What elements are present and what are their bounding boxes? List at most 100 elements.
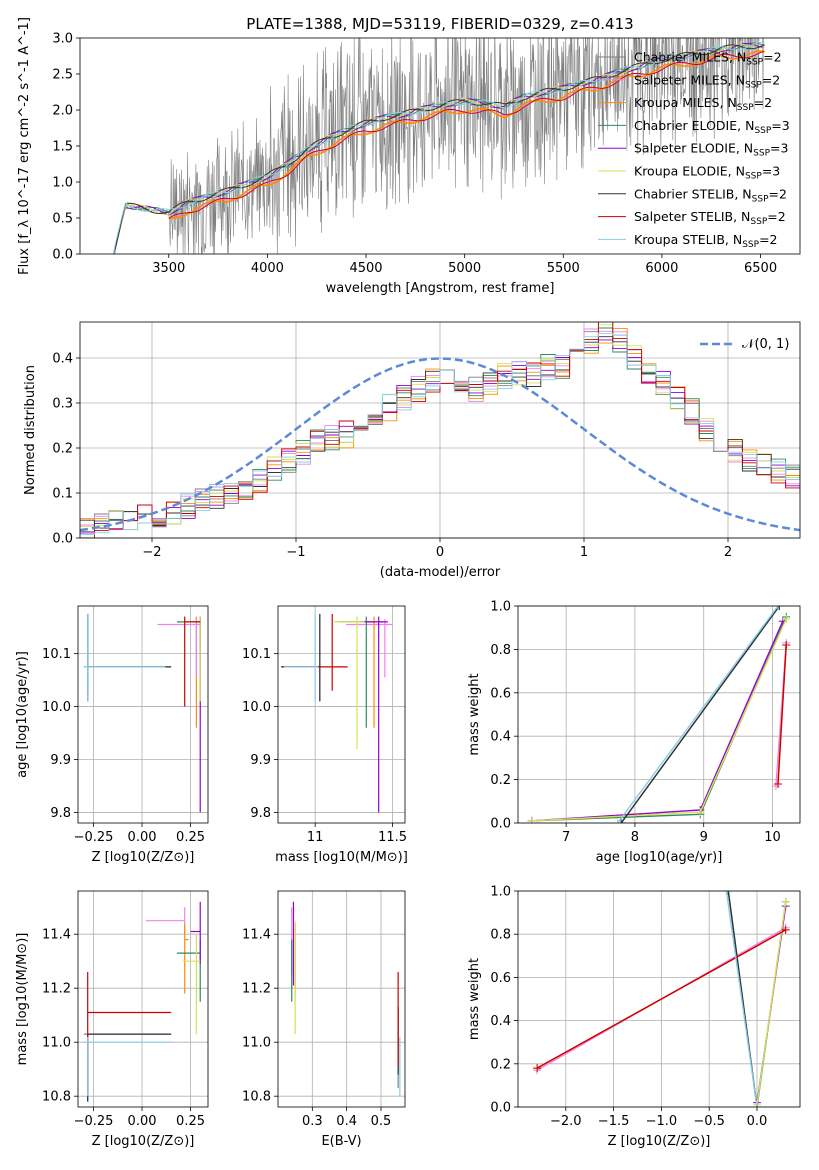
y-tick-label: 10.8 bbox=[242, 1090, 271, 1105]
massweight-marker bbox=[773, 606, 782, 610]
y-tick-label: 0.8 bbox=[490, 643, 511, 658]
frame-mass_vs_ebv bbox=[277, 890, 406, 1108]
grid-age_vs_Z bbox=[78, 606, 208, 823]
y-tick-label: 11.0 bbox=[42, 1036, 71, 1051]
residual-plot bbox=[80, 322, 800, 538]
x-tick-label: −1.5 bbox=[598, 1114, 630, 1129]
x-tick-label: 3500 bbox=[152, 261, 185, 276]
massweight-marker bbox=[752, 1103, 761, 1107]
grid-age_vs_mass bbox=[278, 606, 405, 823]
grid-mass_weight_vs_Z bbox=[518, 890, 800, 1108]
x-tick-label: 0.25 bbox=[176, 1114, 205, 1129]
axes-age_vs_Z: −0.25 0.00 0.25 9.8 9.9 10.0 10.1 Z [log10(Z/Z⊙… bbox=[15, 606, 208, 865]
x-tick-label: 8 bbox=[631, 830, 639, 845]
x-tick-label: 2 bbox=[724, 545, 732, 560]
massweight-marker bbox=[533, 1064, 542, 1073]
y-tick-label: 11.2 bbox=[242, 982, 271, 997]
massweight-plot-mass_weight_vs_age bbox=[527, 606, 791, 823]
legend-entry: Kroupa ELODIE, NSSP=3 bbox=[634, 164, 780, 182]
x-tick-label: 0.3 bbox=[302, 1114, 323, 1129]
x-tick-label: 6500 bbox=[744, 261, 777, 276]
axes-mass_weight_vs_age: 7 8 9 10 0.0 0.2 0.4 0.6 0.8 1.0 age [log10(age/yr… bbox=[467, 600, 800, 865]
y-tick-label: 9.9 bbox=[250, 753, 271, 768]
y-tick-label: 11.2 bbox=[42, 982, 71, 997]
x-axis-label: Z [log10(Z/Z⊙)] bbox=[92, 1134, 195, 1149]
y-tick-label: 0.0 bbox=[52, 248, 73, 263]
massweight-marker bbox=[617, 819, 626, 823]
model-spectrum-line bbox=[113, 41, 765, 254]
axes-residuals: −2 −1 0 1 2 0.0 0.1 0.2 0.3 0.4 (data-model)/error… bbox=[23, 322, 800, 580]
massweight-line bbox=[756, 901, 787, 1105]
gaussian-curve bbox=[80, 357, 800, 532]
legend-entry: Kroupa MILES, NSSP=2 bbox=[634, 95, 772, 113]
x-tick-label: 9 bbox=[700, 830, 708, 845]
y-tick-label: 10.0 bbox=[242, 700, 271, 715]
x-tick-label: −1.0 bbox=[646, 1114, 678, 1129]
x-axis-label: (data-model)/error bbox=[380, 565, 501, 580]
y-tick-label: 2.5 bbox=[52, 68, 73, 83]
x-tick-label: 5500 bbox=[547, 261, 580, 276]
x-tick-label: −0.25 bbox=[74, 830, 114, 845]
errorbar-plot-age_vs_mass bbox=[281, 613, 393, 813]
legend-entry: Chabrier ELODIE, NSSP=3 bbox=[634, 118, 790, 136]
x-axis-label: E(B-V) bbox=[321, 1134, 361, 1149]
legend-entry: Kroupa STELIB, NSSP=2 bbox=[634, 232, 778, 250]
y-tick-label: 10.0 bbox=[42, 700, 71, 715]
model-spectrum-line bbox=[113, 44, 765, 254]
x-axis-label: mass [log10(M/M⊙)] bbox=[275, 850, 408, 865]
y-axis-label: mass weight bbox=[467, 673, 482, 755]
massweight-marker bbox=[781, 925, 790, 934]
axes-mass_vs_Z: −0.25 0.00 0.25 10.8 11.0 11.2 11.4 Z [log10(Z/… bbox=[15, 891, 208, 1149]
massweight-marker bbox=[773, 779, 782, 788]
x-tick-label: −0.25 bbox=[74, 1114, 114, 1129]
x-axis-label: age [log10(age/yr)] bbox=[596, 850, 723, 865]
y-tick-label: 1.0 bbox=[52, 176, 73, 191]
y-tick-label: 0.4 bbox=[490, 730, 511, 745]
y-axis-label: age [log10(age/yr)] bbox=[15, 651, 30, 778]
massweight-marker bbox=[781, 897, 790, 906]
y-tick-label: 0.8 bbox=[490, 928, 511, 943]
massweight-marker bbox=[613, 819, 622, 823]
y-tick-label: 0.0 bbox=[490, 817, 511, 832]
x-tick-label: −2.0 bbox=[550, 1114, 582, 1129]
x-tick-label: 4000 bbox=[251, 261, 284, 276]
massweight-marker bbox=[696, 808, 705, 817]
x-tick-label: 0.4 bbox=[336, 1114, 357, 1129]
y-tick-label: 0.5 bbox=[52, 212, 73, 227]
x-tick-label: 0.00 bbox=[128, 830, 157, 845]
spectrum-legend: Chabrier MILES, NSSP=2 Salpeter MILES, NS… bbox=[598, 50, 790, 250]
legend-entry: Chabrier MILES, NSSP=2 bbox=[634, 50, 782, 68]
residuals-frame bbox=[79, 321, 801, 539]
axes-spectrum: 3500 4000 4500 5000 5500 6000 6500 0.0 0.5 1.0 1.5… bbox=[17, 17, 777, 296]
y-tick-label: 0.6 bbox=[490, 686, 511, 701]
y-tick-label: 1.0 bbox=[490, 885, 511, 900]
y-tick-label: 0.4 bbox=[52, 352, 73, 367]
model-spectrum-line bbox=[168, 50, 765, 219]
x-tick-label: 1 bbox=[580, 545, 588, 560]
x-tick-label: 4500 bbox=[349, 261, 382, 276]
y-tick-label: 9.8 bbox=[250, 806, 271, 821]
y-tick-label: 1.0 bbox=[490, 600, 511, 615]
massweight-marker bbox=[527, 816, 536, 823]
x-tick-label: −0.5 bbox=[693, 1114, 725, 1129]
x-tick-label: 0.5 bbox=[371, 1114, 392, 1129]
y-tick-label: 0.2 bbox=[490, 773, 511, 788]
axes-age_vs_mass: 11 11.5 9.8 9.9 10.0 10.1 mass [log10(M/M⊙)] bbox=[242, 606, 408, 865]
x-axis-label: wavelength [Angstrom, rest frame] bbox=[326, 281, 555, 296]
y-axis-label: Flux [f_λ 10^-17 erg cm^-2 s^-1 A^-1] bbox=[17, 17, 32, 275]
axes-mass_weight_vs_Z: −2.0 −1.5 −1.0 −0.5 0.0 0.0 0.2 0.4 0.6 0.8 1.0 Z [… bbox=[467, 885, 800, 1149]
x-tick-label: 7 bbox=[562, 830, 570, 845]
grid-mass_vs_ebv bbox=[278, 891, 405, 1107]
x-tick-label: 0 bbox=[436, 545, 444, 560]
y-tick-label: 0.3 bbox=[52, 397, 73, 412]
y-tick-label: 0.2 bbox=[52, 442, 73, 457]
x-axis-label: Z [log10(Z/Z⊙)] bbox=[92, 850, 195, 865]
frame-mass_vs_Z bbox=[77, 890, 209, 1108]
massweight-marker bbox=[724, 891, 733, 895]
x-tick-label: 0.25 bbox=[176, 830, 205, 845]
axes-mass_vs_ebv: 0.3 0.4 0.5 10.8 11.0 11.2 11.4 E(B-V) bbox=[242, 891, 405, 1149]
y-tick-label: 10.1 bbox=[42, 647, 71, 662]
y-tick-label: 0.1 bbox=[52, 487, 73, 502]
spectrum-frame bbox=[79, 37, 801, 255]
